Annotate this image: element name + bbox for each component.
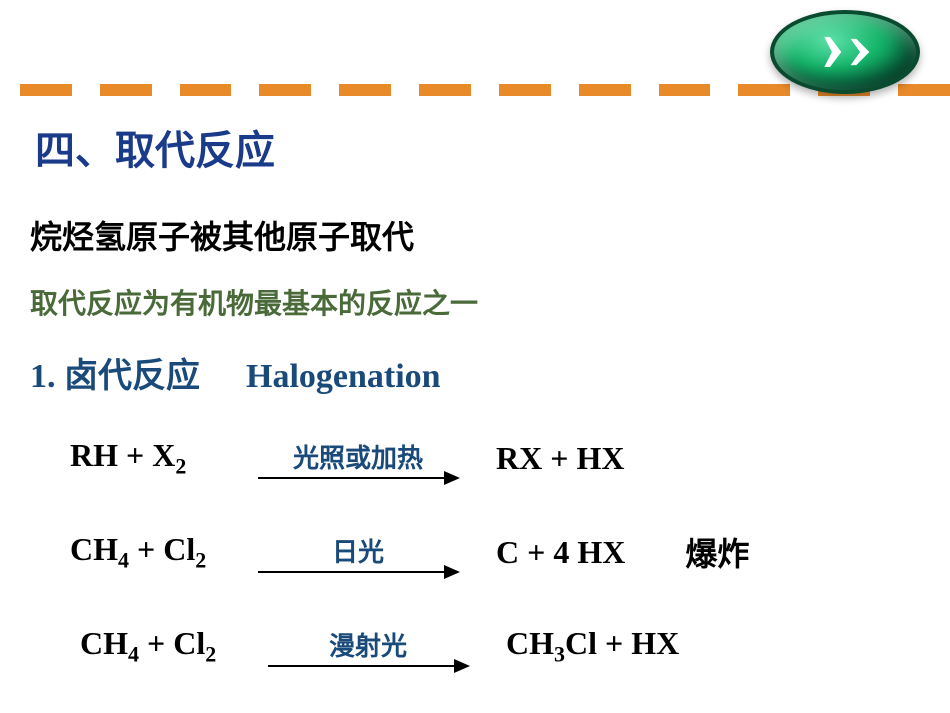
product-1: RX + HX [496, 440, 624, 477]
product-3: CH3Cl + HX [506, 625, 679, 667]
arrow-condition-1: 光照或加热 [293, 438, 423, 475]
reaction-arrow-2: 日光 [258, 532, 458, 573]
reactant-2: CH4 + Cl2 [70, 531, 240, 573]
slide-title: 四、取代反应 [35, 118, 920, 176]
nav-button[interactable] [770, 10, 920, 94]
note-explosion: 爆炸 [685, 529, 749, 575]
slide-content: 四、取代反应 烷烃氢原子被其他原子取代 取代反应为有机物最基本的反应之一 1. … [0, 110, 950, 668]
arrow-condition-2: 日光 [332, 532, 384, 569]
slide-subtitle: 烷烃氢原子被其他原子取代 [30, 212, 920, 258]
arrow-condition-3: 漫射光 [329, 626, 407, 663]
equation-1: RH + X2 光照或加热 RX + HX [70, 437, 920, 479]
section-heading: 1. 卤代反应 Halogenation [30, 348, 920, 397]
reactant-1: RH + X2 [70, 437, 240, 479]
equation-3: CH4 + Cl2 漫射光 CH3Cl + HX [80, 625, 920, 667]
equation-2: CH4 + Cl2 日光 C + 4 HX 爆炸 [70, 529, 920, 575]
section-english: Halogenation [246, 358, 441, 396]
slide-note: 取代反应为有机物最基本的反应之一 [30, 282, 920, 322]
airplane-icon [815, 27, 875, 77]
reaction-arrow-1: 光照或加热 [258, 438, 458, 479]
section-number: 1. 卤代反应 [30, 348, 200, 397]
reactant-3: CH4 + Cl2 [80, 625, 250, 667]
reaction-arrow-3: 漫射光 [268, 626, 468, 667]
product-2: C + 4 HX [496, 534, 625, 571]
